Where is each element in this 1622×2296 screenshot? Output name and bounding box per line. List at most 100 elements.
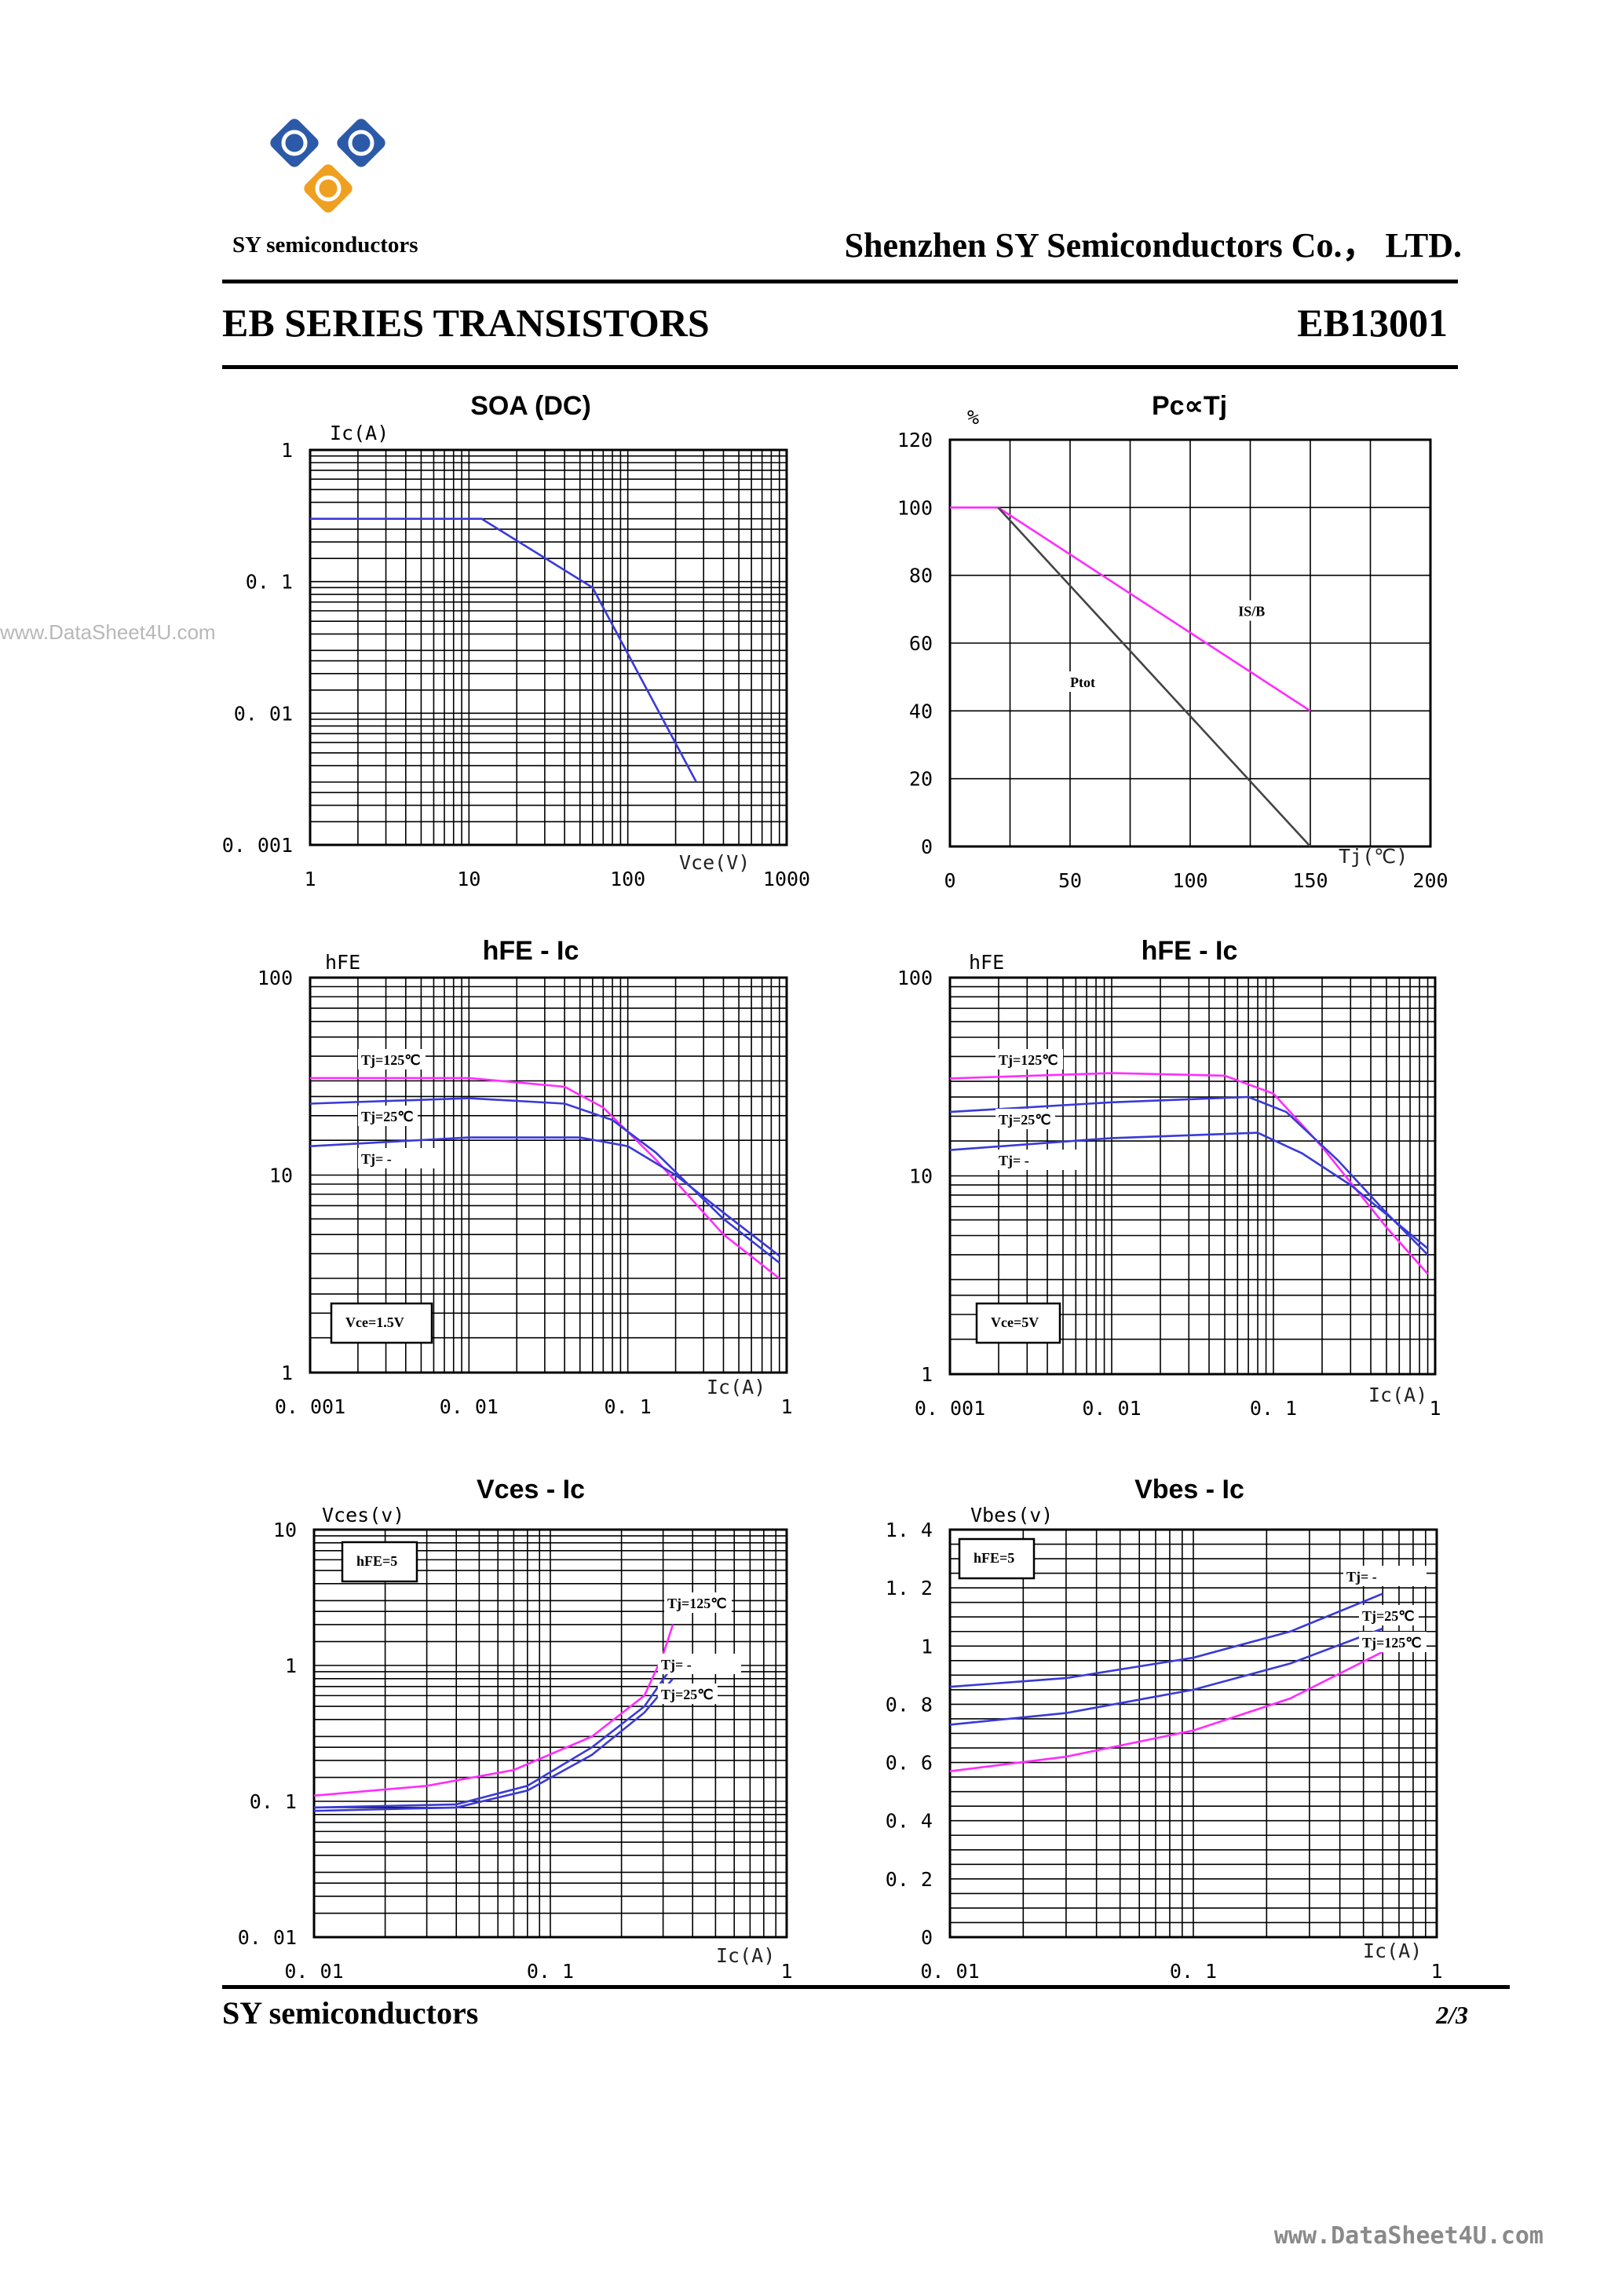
y-tick-label: 60 — [909, 632, 933, 655]
x-tick-label: 0. 01 — [920, 1960, 979, 1983]
annotation-label: Vce=5V — [991, 1314, 1039, 1330]
company-name: Shenzhen SY Semiconductors Co.， LTD. — [844, 226, 1462, 265]
chart-title: Pc∝Tj — [1152, 391, 1227, 421]
series-line-2 — [309, 1136, 780, 1257]
y-tick-label: 1 — [281, 439, 293, 462]
x-tick-label: 0. 01 — [440, 1395, 499, 1418]
chart-title: hFE - Ic — [1142, 936, 1238, 966]
label-bg — [1235, 600, 1280, 621]
y-tick-label: 0 — [921, 1926, 933, 1949]
series-line-0 — [949, 1072, 1429, 1275]
y-tick-label: 0. 1 — [250, 1790, 297, 1813]
y-tick-label: 1 — [921, 1635, 933, 1658]
annotation-label: Ptot — [1070, 675, 1095, 690]
x-tick-label: 0. 001 — [915, 1397, 985, 1420]
header-rule-top — [222, 280, 1458, 283]
series-line-0 — [313, 1624, 674, 1797]
condition-box — [958, 1537, 1036, 1580]
x-tick-label: 100 — [1172, 869, 1207, 892]
y-tick-label: 100 — [897, 496, 933, 519]
annotation-label: hFE=5 — [974, 1550, 1014, 1566]
x-tick-label: 1 — [1429, 1397, 1441, 1420]
y-axis-label: hFE — [969, 951, 1004, 974]
y-tick-label: 10 — [909, 1165, 933, 1188]
series-line-0 — [949, 1592, 1383, 1688]
company-logo-icon — [270, 119, 385, 213]
x-tick-label: 1 — [1430, 1960, 1442, 1983]
x-axis-label: Tj(℃) — [1339, 845, 1408, 868]
chart-grid — [949, 439, 1431, 847]
y-tick-label: 100 — [897, 967, 933, 989]
label-bg — [995, 1109, 1055, 1129]
plot-frame — [948, 976, 1437, 1376]
chart-title: Vces - Ic — [477, 1475, 585, 1504]
series-line-1 — [313, 1665, 674, 1809]
x-axis-label: Ic(A) — [1363, 1940, 1422, 1962]
y-axis-label: Ic(A) — [330, 422, 389, 444]
y-axis-label: hFE — [325, 951, 360, 974]
x-axis-label: Ic(A) — [1368, 1384, 1427, 1406]
y-tick-label: 80 — [909, 565, 933, 587]
label-bg — [358, 1148, 441, 1168]
footer-rule — [222, 1985, 1510, 1989]
x-tick-label: 0. 1 — [1170, 1960, 1217, 1983]
chart-hfe_ic_2: hFE - Ic hFE Ic(A) 0. 001 0. 01 0. 1 1 1 10 100 Tj… — [897, 936, 1441, 1420]
annotation-label: Tj=125℃ — [999, 1052, 1058, 1068]
annotation-label: Tj=125℃ — [361, 1052, 420, 1068]
x-tick-label: 0. 01 — [1082, 1397, 1141, 1420]
y-axis-label: % — [967, 406, 979, 429]
y-tick-label: 0. 01 — [234, 702, 293, 725]
logo-text: SY semiconductors — [232, 232, 418, 258]
x-tick-label: 50 — [1058, 869, 1082, 892]
y-tick-label: 1 — [921, 1363, 933, 1386]
x-tick-label: 100 — [610, 868, 645, 890]
x-tick-label: 150 — [1292, 869, 1328, 892]
y-tick-label: 10 — [273, 1519, 297, 1541]
y-tick-label: 0 — [921, 835, 933, 858]
x-axis-label: Ic(A) — [707, 1376, 765, 1398]
series-line-1 — [309, 1097, 780, 1264]
label-bg — [1359, 1632, 1427, 1652]
chart-title: Vbes - Ic — [1134, 1475, 1244, 1504]
y-tick-label: 1. 2 — [886, 1577, 933, 1600]
y-tick-label: 0. 6 — [886, 1752, 933, 1775]
y-tick-label: 10 — [269, 1164, 293, 1187]
chart-title: SOA (DC) — [470, 391, 591, 421]
x-tick-label: 1 — [780, 1960, 792, 1983]
chart-grid — [949, 1529, 1437, 1938]
y-tick-label: 1 — [281, 1362, 293, 1384]
annotation-label: Vce=1.5V — [345, 1314, 404, 1330]
x-tick-label: 1 — [304, 868, 316, 890]
x-tick-label: 0. 1 — [527, 1960, 574, 1983]
annotation-label: Tj=25℃ — [999, 1112, 1050, 1128]
label-bg — [1343, 1566, 1427, 1586]
x-tick-label: 0. 1 — [1250, 1397, 1297, 1420]
annotation-label: Tj= - — [661, 1657, 692, 1673]
annotation-label: Tj= - — [361, 1151, 392, 1167]
y-axis-label: Vbes(v) — [970, 1504, 1053, 1526]
series-line-2 — [313, 1677, 674, 1812]
part-number: EB13001 — [1297, 301, 1448, 345]
y-axis-label: Vces(v) — [322, 1504, 404, 1526]
y-tick-label: 0. 2 — [886, 1868, 933, 1891]
series-line-0 — [310, 517, 698, 783]
series-line-1 — [949, 1095, 1429, 1256]
series-line-2 — [949, 1132, 1429, 1250]
label-bg — [664, 1592, 732, 1613]
y-tick-label: 40 — [909, 700, 933, 722]
plot-frame — [312, 1528, 788, 1939]
label-bg — [995, 1150, 1079, 1170]
label-bg — [1067, 671, 1111, 693]
chart-vces_ic: Vces - Ic Vces(v) Ic(A) 0. 01 0. 1 1 0. 01 0. 1… — [238, 1475, 793, 1983]
footer-company: SY semiconductors — [222, 1995, 479, 2031]
annotation-label: hFE=5 — [356, 1553, 397, 1569]
x-tick-label: 0. 001 — [275, 1395, 345, 1418]
y-tick-label: 0. 4 — [886, 1810, 933, 1833]
x-tick-label: 1 — [780, 1395, 792, 1418]
chart-grid — [309, 450, 787, 846]
condition-box — [975, 1302, 1061, 1344]
chart-soa: SOA (DC) Ic(A) Vce(V) 1 10 100 1000 1 0. 1 0. 01 0… — [222, 391, 810, 890]
watermark-left: www.DataSheet4U.com — [0, 620, 216, 644]
label-bg — [1359, 1605, 1419, 1625]
